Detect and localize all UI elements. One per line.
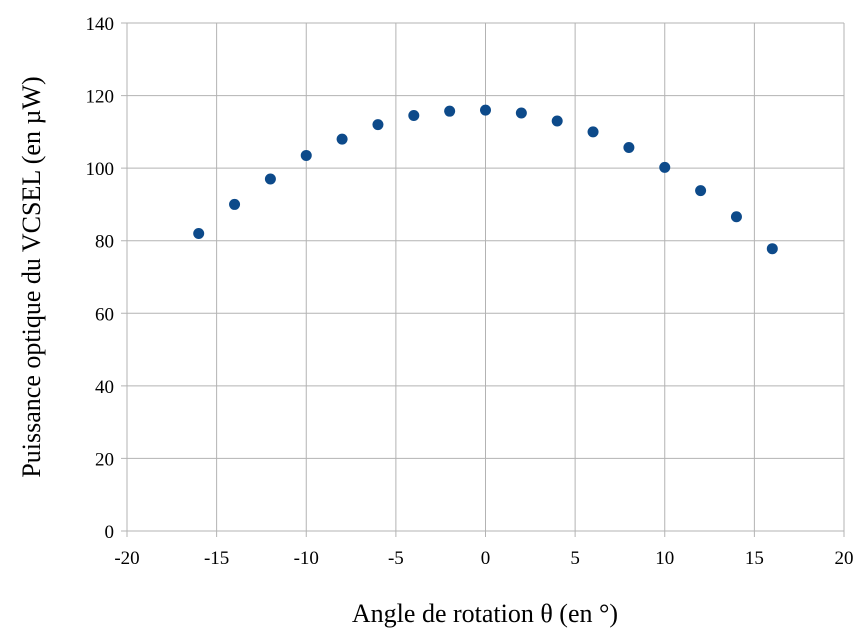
data-point bbox=[730, 211, 742, 223]
x-tick-label: -20 bbox=[114, 548, 139, 569]
y-tick-label: 120 bbox=[86, 87, 115, 108]
data-point bbox=[300, 149, 312, 161]
data-point bbox=[444, 105, 456, 117]
data-point bbox=[229, 198, 241, 210]
data-point bbox=[515, 107, 527, 119]
x-tick-label: 20 bbox=[835, 548, 854, 569]
data-point bbox=[408, 110, 420, 122]
y-tick-label: 140 bbox=[86, 14, 115, 35]
data-point bbox=[623, 141, 635, 153]
y-tick-label: 0 bbox=[105, 522, 115, 543]
data-point bbox=[480, 104, 491, 116]
y-tick-label: 100 bbox=[86, 159, 115, 180]
axes bbox=[126, 23, 844, 532]
data-point bbox=[372, 119, 384, 131]
data-point bbox=[587, 126, 599, 138]
data-point bbox=[695, 185, 707, 197]
y-tick-labels: 0 20 40 60 80 100 120 140 bbox=[86, 14, 115, 543]
data-points bbox=[193, 104, 778, 255]
x-tick-label: -15 bbox=[204, 548, 229, 569]
data-point bbox=[336, 133, 348, 145]
x-axis-title: Angle de rotation θ (en °) bbox=[352, 599, 618, 628]
y-tick-label: 40 bbox=[95, 377, 114, 398]
y-tick-label: 20 bbox=[95, 449, 114, 470]
data-point bbox=[264, 173, 276, 185]
grid-lines bbox=[121, 22, 845, 537]
x-tick-labels: -20 -15 -10 -5 0 5 10 15 20 bbox=[114, 548, 853, 569]
y-tick-label: 60 bbox=[95, 304, 114, 325]
y-axis-title: Puissance optique du VCSEL (en µW) bbox=[17, 76, 46, 477]
x-tick-label: 15 bbox=[745, 548, 764, 569]
data-point bbox=[551, 115, 563, 127]
x-tick-label: -5 bbox=[388, 548, 404, 569]
x-tick-label: 10 bbox=[655, 548, 674, 569]
data-point bbox=[766, 243, 778, 255]
x-tick-label: -10 bbox=[294, 548, 319, 569]
x-tick-label: 5 bbox=[570, 548, 580, 569]
data-point bbox=[659, 161, 671, 173]
y-tick-label: 80 bbox=[95, 232, 114, 253]
x-tick-label: 0 bbox=[481, 548, 491, 569]
data-point bbox=[193, 227, 205, 239]
